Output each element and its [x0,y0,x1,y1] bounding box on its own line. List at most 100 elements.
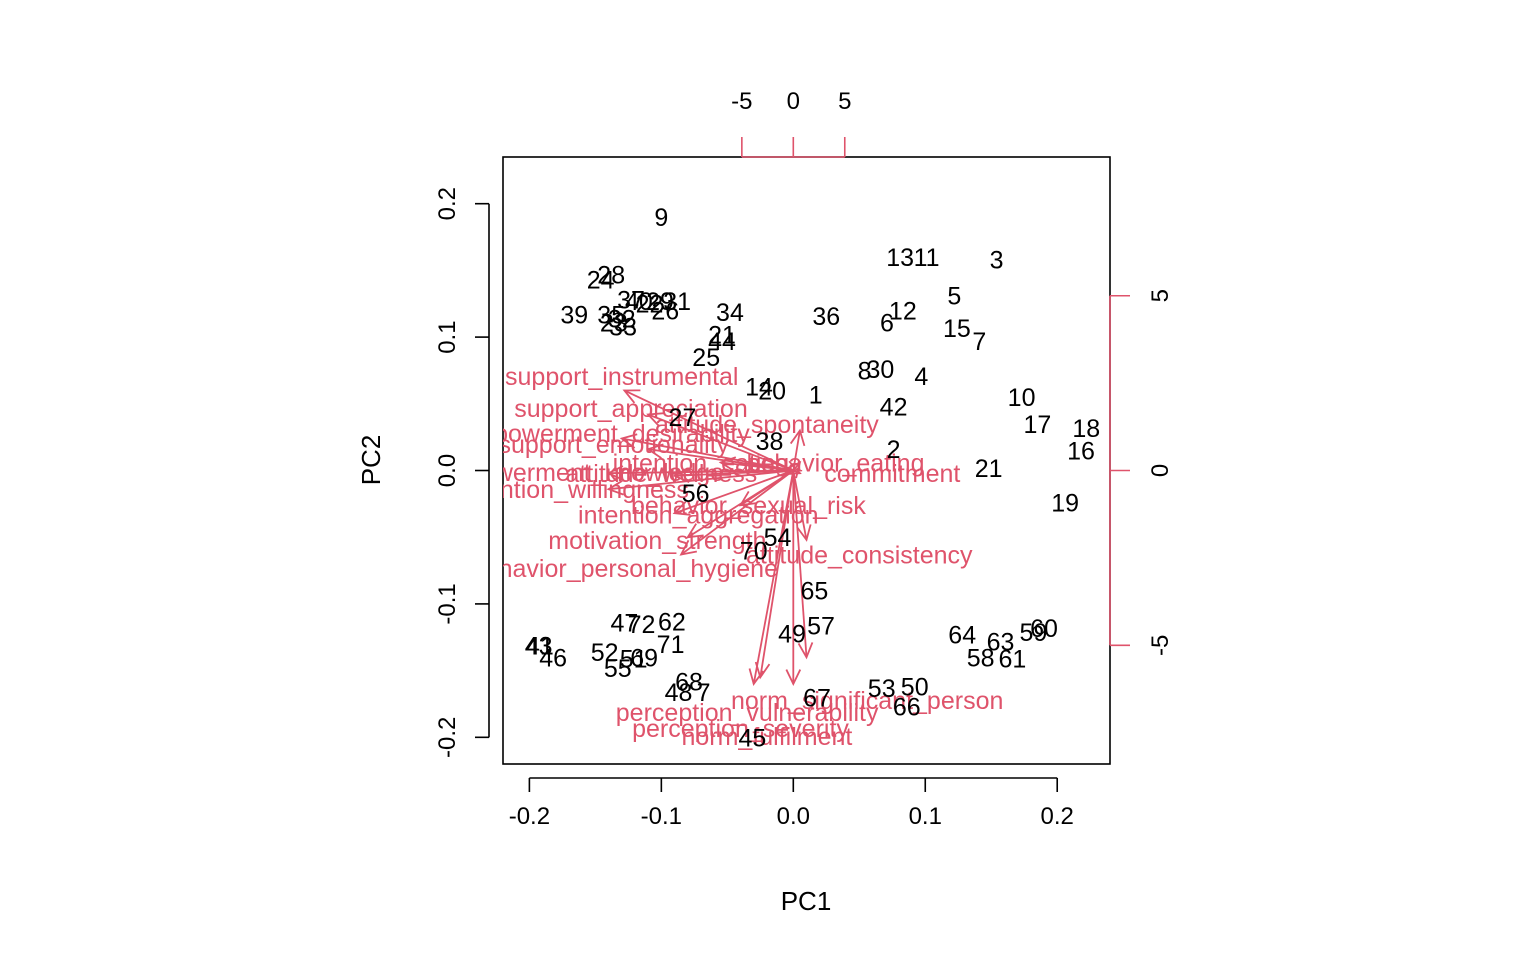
loading-arrow [621,437,794,472]
x-tick-label: -0.2 [509,803,550,830]
observation-label: 47 [610,610,638,638]
observation-label: 52 [591,639,619,667]
loading-arrowhead [672,467,690,483]
loading-label: norm_significant_person [731,687,1003,715]
observation-label: 68 [675,668,703,696]
observation-label: 23 [600,309,628,337]
observation-label: 15 [943,315,971,343]
top-tick-label: 0 [787,88,800,115]
observation-label: 29 [646,288,674,316]
observation-label: 55 [604,655,632,683]
loading-label: attitude_consistency [746,542,973,570]
observation-label: 35 [597,301,625,329]
loading-label: perception_vulnerability [616,699,879,727]
loading-label: perception_severity [632,715,849,743]
observation-label: 27 [669,404,697,432]
top-tick-label: 5 [838,88,851,115]
loading-arrowhead [797,642,814,660]
loading-arrow [792,430,801,471]
observation-label: 53 [868,675,896,703]
loading-arrowhead [606,480,624,496]
loading-label: support_instrumental [505,363,738,391]
loading-label: attitude_spontaneity [655,411,879,439]
observation-label: 50 [901,674,929,702]
loading-arrow [792,470,808,541]
loading-arrow [687,469,794,538]
y-axis-right: 5 0 -5 [1109,289,1174,656]
loading-label: behavior_eating [747,450,925,478]
loading-arrowhead [606,465,624,481]
loading-label: intention_willingness [460,476,689,504]
x-axis-bottom: -0.2 -0.1 0.0 0.1 0.2 [509,777,1074,830]
observation-label: 72 [628,611,656,639]
observation-label: 58 [967,644,995,672]
observation-label: 65 [801,578,829,606]
loading-label: intention_eating [613,450,790,478]
y-tick-label: -0.1 [434,583,461,624]
loading-label: norm_fulfilment [681,723,852,751]
observation-label: 32 [608,305,636,333]
loading-label: support_appreciation [514,395,748,423]
observation-label: 13 [886,244,914,272]
loading-label: intention_aggregation [578,502,818,530]
loading-arrowhead [738,491,757,507]
loading-arrow [674,469,794,515]
loading-labels: support_instrumental support_appreciation… [432,363,1003,751]
observation-label: 18 [1072,415,1100,443]
observation-label: 37 [617,287,645,315]
x-tick-label: -0.1 [641,803,682,830]
observation-label: 9 [654,204,668,232]
observation-label: 67 [803,684,831,712]
x-tick-label: 0.1 [909,803,942,830]
observation-label: 21 [975,455,1003,483]
observation-label: 42 [880,393,908,421]
y-axis-title: PC2 [356,435,386,486]
observation-label: 34 [716,299,744,327]
observation-label: 4 [914,363,928,391]
observation-label: 2 [887,436,901,464]
loading-label: commitment [824,460,960,488]
observation-label: 14 [745,373,773,401]
loading-arrowhead [646,443,664,459]
loading-label: empowerment_knowledge [432,459,724,487]
observation-label: 24 [587,267,615,295]
observation-label: 3 [990,247,1004,275]
y-tick-label: 0.1 [434,320,461,353]
loading-arrow [674,469,794,477]
loading-arrow [792,470,808,658]
x-tick-label: 0.2 [1041,803,1074,830]
observation-label: 8 [858,357,872,385]
y-tick-label: -0.2 [434,717,461,758]
loading-arrowhead [685,523,704,539]
loading-arrowhead [679,539,698,556]
observation-label: 59 [1020,619,1048,647]
observation-label: 20 [758,377,786,405]
observation-label: 11 [914,244,940,272]
observation-label: 17 [1024,411,1052,439]
y-tick-label: 0.2 [434,187,461,220]
loading-arrowhead [789,428,806,447]
loading-label: behavior_personal_hygiene [471,555,778,583]
loading-arrow [624,389,794,472]
observation-label: 57 [807,612,835,640]
observation-label: 30 [866,356,894,384]
observation-label: 5 [947,283,961,311]
observation-label: 6 [880,309,894,337]
observation-label: 63 [987,628,1015,656]
observation-label: 12 [889,297,917,325]
observation-label: 33 [609,313,637,341]
observation-label: 31 [663,288,691,316]
x-tick-label: 0.0 [777,803,810,830]
loading-arrowhead [672,501,691,516]
observation-label: 49 [778,620,806,648]
observation-label: 69 [630,644,658,672]
observation-label: 28 [597,261,625,289]
observation-label: 19 [1051,490,1079,518]
observation-label: 44 [708,328,736,356]
loading-arrow [720,461,794,472]
loading-arrowhead [718,456,737,472]
observation-label: 22 [636,291,664,319]
loading-arrow [647,413,794,472]
x-axis-top: -5 0 5 [731,88,851,158]
